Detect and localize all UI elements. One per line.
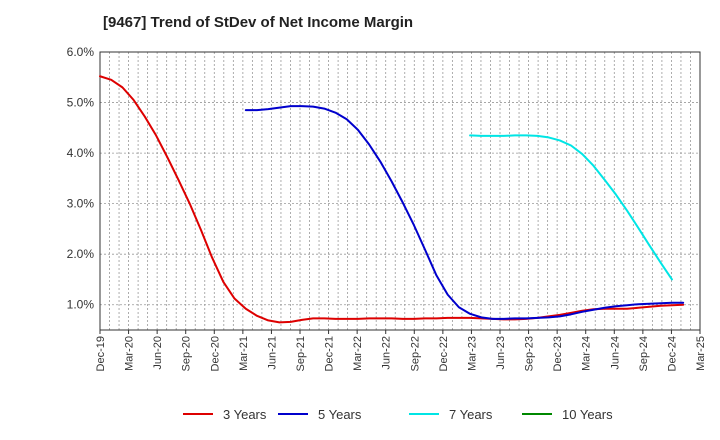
x-tick-label: Dec-20 xyxy=(209,336,221,371)
x-tick-label: Dec-19 xyxy=(95,336,107,371)
y-tick-label: 3.0% xyxy=(67,197,95,211)
x-tick-label: Sep-21 xyxy=(295,336,307,371)
x-tick-label: Jun-22 xyxy=(381,336,393,370)
x-tick-label: Mar-24 xyxy=(581,336,593,371)
x-tick-label: Jun-21 xyxy=(266,336,278,370)
legend-label-7-years: 7 Years xyxy=(449,407,493,422)
y-tick-label: 5.0% xyxy=(67,96,95,110)
legend-label-10-years: 10 Years xyxy=(562,407,613,422)
y-tick-label: 1.0% xyxy=(67,298,95,312)
legend-label-3-years: 3 Years xyxy=(223,407,267,422)
x-tick-label: Dec-22 xyxy=(438,336,450,371)
chart-title: [9467] Trend of StDev of Net Income Marg… xyxy=(103,14,414,31)
x-tick-label: Sep-24 xyxy=(638,336,650,371)
x-tick-label: Sep-20 xyxy=(181,336,193,371)
legend-label-5-years: 5 Years xyxy=(318,407,362,422)
x-tick-label: Mar-22 xyxy=(352,336,364,371)
x-tick-label: Dec-21 xyxy=(324,336,336,371)
x-tick-label: Jun-20 xyxy=(152,336,164,370)
x-tick-label: Jun-23 xyxy=(495,336,507,370)
y-tick-label: 6.0% xyxy=(67,45,95,59)
x-tick-label: Dec-24 xyxy=(666,336,678,371)
x-tick-label: Mar-25 xyxy=(695,336,707,371)
x-tick-label: Sep-22 xyxy=(409,336,421,371)
x-tick-label: Dec-23 xyxy=(552,336,564,371)
x-tick-label: Sep-23 xyxy=(524,336,536,371)
x-tick-label: Mar-20 xyxy=(124,336,136,371)
y-tick-label: 4.0% xyxy=(67,146,95,160)
x-tick-label: Mar-23 xyxy=(466,336,478,371)
plot-frame xyxy=(99,51,701,331)
series-line-3-years xyxy=(99,75,685,324)
series-line-7-years xyxy=(469,134,673,281)
y-tick-label: 2.0% xyxy=(67,247,95,261)
x-tick-label: Mar-21 xyxy=(238,336,250,371)
x-tick-label: Jun-24 xyxy=(609,336,621,370)
series-line-5-years xyxy=(244,105,685,320)
